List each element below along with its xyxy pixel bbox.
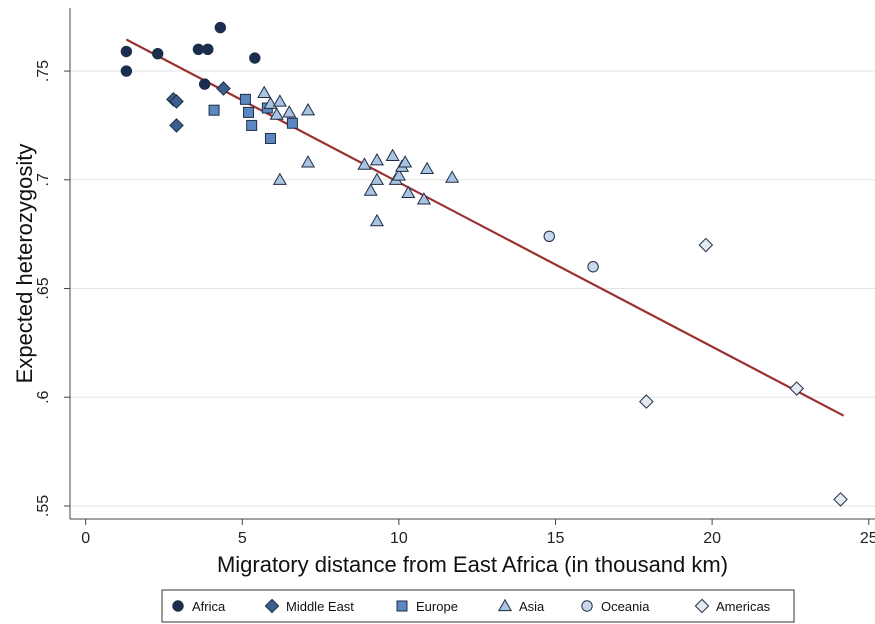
data-point-africa (120, 65, 133, 77)
data-point-asia (272, 94, 287, 107)
legend-label-europe: Europe (416, 599, 458, 614)
legend-marker-africa (172, 600, 184, 612)
data-point-americas (639, 394, 654, 409)
x-tick-label: 25 (860, 530, 875, 547)
data-point-europe (239, 93, 251, 105)
legend-label-americas: Americas (716, 599, 771, 614)
data-point-africa (202, 43, 214, 56)
data-point-americas (698, 237, 714, 253)
y-tick-label: .6 (35, 390, 52, 403)
data-point-africa (152, 47, 164, 60)
data-point-europe (264, 132, 276, 144)
legend-marker-asia (497, 598, 513, 612)
data-point-asia (420, 161, 435, 175)
y-tick-label: .65 (35, 277, 52, 299)
data-point-middle-east (216, 81, 231, 96)
data-point-asia (398, 155, 413, 168)
data-point-middle-east (169, 94, 184, 109)
y-axis-title: Expected heterozygosity (12, 144, 37, 384)
data-point-asia (282, 105, 297, 118)
legend-label-middle-east: Middle East (286, 599, 354, 614)
data-point-asia (257, 85, 272, 98)
x-tick-label: 10 (390, 530, 408, 547)
y-tick-label: .55 (35, 495, 52, 517)
data-point-africa (249, 52, 261, 64)
data-point-asia (369, 172, 385, 185)
data-point-asia (300, 102, 316, 116)
legend-label-asia: Asia (519, 599, 545, 614)
data-point-americas (789, 381, 804, 396)
data-points (120, 21, 848, 507)
data-point-asia (369, 213, 385, 227)
data-point-africa (214, 21, 227, 34)
legend-label-oceania: Oceania (601, 599, 650, 614)
data-point-asia (385, 148, 400, 162)
legend-marker-middle-east (264, 598, 280, 614)
data-point-africa (120, 45, 133, 58)
data-point-asia (369, 153, 385, 166)
legend-marker-europe (396, 600, 408, 612)
data-point-europe (286, 117, 298, 129)
data-point-asia (445, 170, 460, 183)
legend: Africa Middle East Europe Asia Oceania Americ… (161, 589, 795, 623)
data-point-africa (192, 43, 205, 56)
y-tick-label: .7 (35, 173, 52, 186)
data-point-asia (363, 183, 378, 196)
x-axis-title: Migratory distance from East Africa (in … (217, 552, 728, 577)
data-point-europe (208, 104, 220, 116)
axes: .55 .6 .65 .7 .75 0 5 10 15 20 25 (35, 8, 875, 547)
legend-marker-americas (694, 598, 710, 614)
gridlines (70, 70, 875, 507)
data-point-africa (198, 78, 211, 90)
legend-marker-oceania (581, 600, 593, 612)
data-point-asia (401, 185, 416, 198)
x-tick-label: 20 (703, 530, 721, 547)
data-point-middle-east (169, 118, 184, 133)
x-tick-label: 0 (81, 530, 90, 547)
data-point-americas (833, 492, 848, 507)
data-point-oceania (543, 230, 555, 243)
data-point-asia (300, 155, 316, 168)
data-point-asia (391, 168, 406, 181)
x-tick-label: 5 (238, 530, 247, 547)
data-point-asia (416, 192, 432, 205)
data-point-europe (246, 119, 258, 131)
legend-box (161, 589, 795, 623)
y-tick-label: .75 (35, 60, 52, 82)
data-point-asia (269, 107, 284, 120)
data-point-asia (357, 157, 372, 170)
data-point-asia (272, 172, 287, 185)
data-point-europe (243, 106, 255, 118)
x-tick-label: 15 (547, 530, 565, 547)
legend-label-africa: Africa (192, 599, 226, 614)
data-point-oceania (587, 261, 599, 273)
